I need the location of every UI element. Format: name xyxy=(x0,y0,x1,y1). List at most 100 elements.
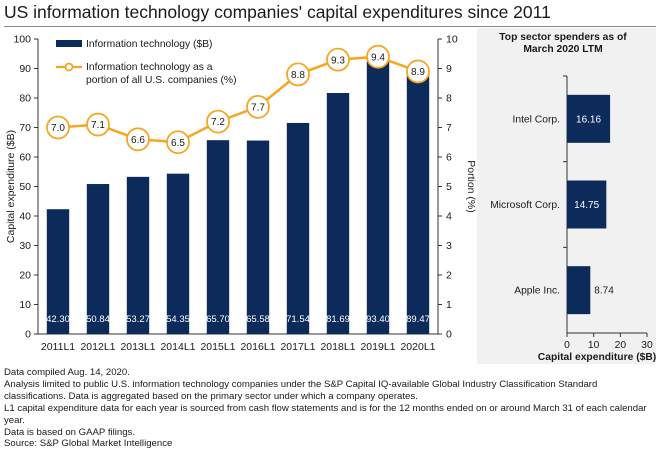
y2-tick-label: 3 xyxy=(446,240,452,252)
portion-line xyxy=(57,55,419,144)
line-value-label: 7.1 xyxy=(91,120,105,131)
line-value-label: 7.0 xyxy=(51,123,65,134)
side-x-tick-label: 0 xyxy=(564,340,570,351)
x-tick-label: 2013L1 xyxy=(120,341,155,353)
y-tick-label: 60 xyxy=(19,152,31,164)
y-tick-label: 50 xyxy=(19,181,31,193)
bar xyxy=(46,209,70,334)
bar-value-label: 93.40 xyxy=(366,314,390,325)
y-tick-label: 80 xyxy=(19,93,31,105)
line-marker xyxy=(46,115,70,140)
line-value-label: 6.5 xyxy=(171,138,185,149)
legend-line-label-2: portion of all U.S. companies (%) xyxy=(86,75,237,86)
y2-tick-label: 2 xyxy=(446,270,452,282)
y2-tick-label: 10 xyxy=(446,34,458,46)
main-chart: 0 10 20 30 40 50 60 70 80 90 100 0 1 2 3 4 5 6 7 8 9 10 Capita… xyxy=(5,34,476,354)
x-tick-label: 2018L1 xyxy=(320,341,355,353)
side-x-axis-title: Capital expenditure ($B) xyxy=(538,352,656,363)
bar-value-label: 65.58 xyxy=(246,314,270,325)
legend-bar-swatch xyxy=(56,40,82,47)
side-bar-value-label: 16.16 xyxy=(576,114,601,125)
side-title-line2: March 2020 LTM xyxy=(523,44,602,55)
bar xyxy=(246,140,270,334)
bar-value-label: 89.47 xyxy=(406,314,430,325)
line-value-label: 8.8 xyxy=(291,70,305,81)
side-bar xyxy=(567,94,611,143)
line-marker xyxy=(126,127,150,152)
line-marker xyxy=(166,130,190,155)
bar-value-label: 65.70 xyxy=(206,314,230,325)
side-x-tick-label: 20 xyxy=(615,340,627,351)
note-compiled: Data compiled Aug. 14, 2020. xyxy=(4,367,130,378)
side-bar xyxy=(567,266,591,315)
side-title-line1: Top sector spenders as of xyxy=(499,32,627,43)
bar-value-label: 71.54 xyxy=(286,314,310,325)
y2-tick-label: 0 xyxy=(446,329,452,341)
y2-tick-label: 1 xyxy=(446,299,452,311)
y2-tick-label: 7 xyxy=(446,122,452,134)
side-bar-value-label: 8.74 xyxy=(594,286,614,297)
line-marker xyxy=(406,59,430,84)
y2-axis-title: Portion (%) xyxy=(465,160,476,213)
bar-value-label: 54.35 xyxy=(166,314,190,325)
y2-tick-label: 5 xyxy=(446,181,452,193)
x-tick-label: 2015L1 xyxy=(200,341,235,353)
line-marker xyxy=(286,62,310,87)
x-tick-label: 2019L1 xyxy=(360,341,395,353)
note-gaap: Data is based on GAAP filings. xyxy=(4,426,136,438)
y-tick-label: 0 xyxy=(25,329,31,341)
y-tick-label: 90 xyxy=(19,63,31,75)
side-category-label: Apple Inc. xyxy=(514,286,560,297)
bar xyxy=(166,173,190,334)
bar-value-label: 42.30 xyxy=(46,314,70,325)
bar xyxy=(206,140,230,334)
bar xyxy=(286,122,310,334)
bar xyxy=(86,184,110,334)
line-marker xyxy=(366,44,390,69)
note-l1: L1 capital expenditure data for each yea… xyxy=(4,402,647,426)
note-source: Source: S&P Global Market Intelligence xyxy=(4,438,173,450)
line-marker xyxy=(206,109,230,134)
line-marker xyxy=(326,47,350,72)
title-divider xyxy=(4,26,656,27)
bar-value-label: 50.84 xyxy=(86,314,110,325)
y-tick-label: 10 xyxy=(19,299,31,311)
y-tick-label: 70 xyxy=(19,122,31,134)
legend-line-label: Information technology as a xyxy=(86,62,213,73)
y-axis-title: Capital expenditure ($B) xyxy=(5,130,17,243)
side-x-tick-label: 10 xyxy=(588,340,600,351)
side-bar xyxy=(567,180,607,229)
x-tick-label: 2012L1 xyxy=(80,341,115,353)
y2-tick-label: 6 xyxy=(446,152,452,164)
chart-title: US information technology companies' cap… xyxy=(4,2,551,22)
y-tick-label: 100 xyxy=(13,34,31,46)
x-tick-label: 2017L1 xyxy=(280,341,315,353)
y2-tick-label: 4 xyxy=(446,211,452,223)
line-value-label: 7.2 xyxy=(211,117,225,128)
y-tick-label: 40 xyxy=(19,211,31,223)
line-value-label: 6.6 xyxy=(131,135,145,146)
bar xyxy=(326,93,350,335)
x-tick-label: 2016L1 xyxy=(240,341,275,353)
legend-line-marker xyxy=(64,62,74,72)
bar xyxy=(126,176,150,334)
line-marker xyxy=(86,112,110,137)
legend-bar-label: Information technology ($B) xyxy=(86,39,213,50)
bar-value-label: 53.27 xyxy=(126,314,150,325)
y2-tick-label: 8 xyxy=(446,93,452,105)
bar xyxy=(406,70,430,334)
y-tick-label: 20 xyxy=(19,270,31,282)
footnotes: Data compiled Aug. 14, 2020. Analysis li… xyxy=(4,367,656,450)
y2-tick-label: 9 xyxy=(446,63,452,75)
y-tick-label: 30 xyxy=(19,240,31,252)
side-category-label: Intel Corp. xyxy=(512,114,560,125)
line-marker xyxy=(246,94,270,119)
x-tick-label: 2011L1 xyxy=(41,341,75,353)
line-value-label: 8.9 xyxy=(411,67,425,78)
x-tick-label: 2014L1 xyxy=(160,341,195,353)
bar-value-label: 81.69 xyxy=(326,314,350,325)
line-value-label: 7.7 xyxy=(251,102,265,113)
side-x-tick-label: 30 xyxy=(641,340,653,351)
